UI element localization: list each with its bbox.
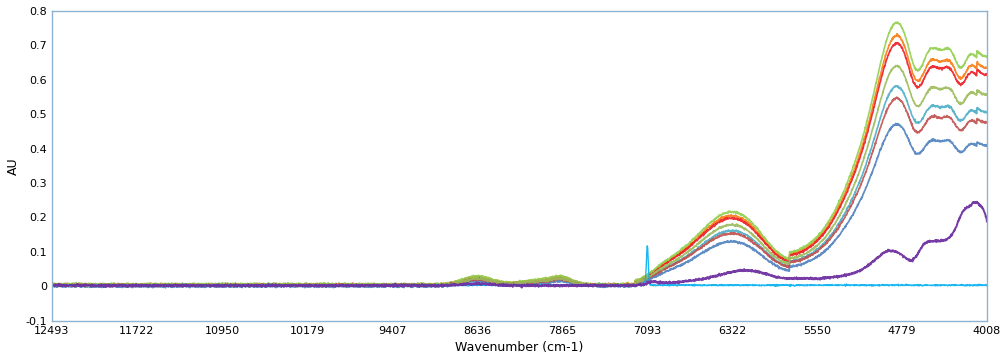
- X-axis label: Wavenumber (cm-1): Wavenumber (cm-1): [456, 341, 584, 354]
- Y-axis label: AU: AU: [7, 157, 20, 175]
